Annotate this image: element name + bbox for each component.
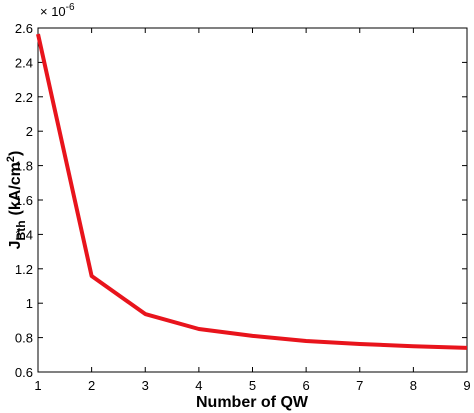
x-tick-label: 7 <box>356 378 363 393</box>
x-axis-label: Number of QW <box>196 394 309 411</box>
x-tick-label: 8 <box>410 378 417 393</box>
x-tick-label: 5 <box>249 378 256 393</box>
x-tick-label: 2 <box>88 378 95 393</box>
y-tick-label: 1.2 <box>15 262 33 277</box>
x-tick-label: 1 <box>34 378 41 393</box>
x-tick-label: 4 <box>195 378 202 393</box>
y-tick-label: 2.6 <box>15 21 33 36</box>
x-tick-label: 9 <box>463 378 470 393</box>
y-tick-label: 2.2 <box>15 90 33 105</box>
x-tick-label: 6 <box>303 378 310 393</box>
y-tick-label: 1.8 <box>15 159 33 174</box>
x-tick-label: 3 <box>142 378 149 393</box>
y-tick-label: 2.4 <box>15 55 33 70</box>
y-multiplier: × 10-6 <box>40 2 75 19</box>
y-tick-label: 1.6 <box>15 193 33 208</box>
y-axis-label: JBth(kA/cm2) <box>5 151 28 250</box>
y-tick-label: 1 <box>26 296 33 311</box>
y-tick-label: 0.8 <box>15 331 33 346</box>
y-tick-label: 2 <box>26 124 33 139</box>
data-line <box>36 33 468 350</box>
plot-frame <box>37 27 468 373</box>
y-tick-label: 1.4 <box>15 227 33 242</box>
y-tick-label: 0.6 <box>15 365 33 380</box>
